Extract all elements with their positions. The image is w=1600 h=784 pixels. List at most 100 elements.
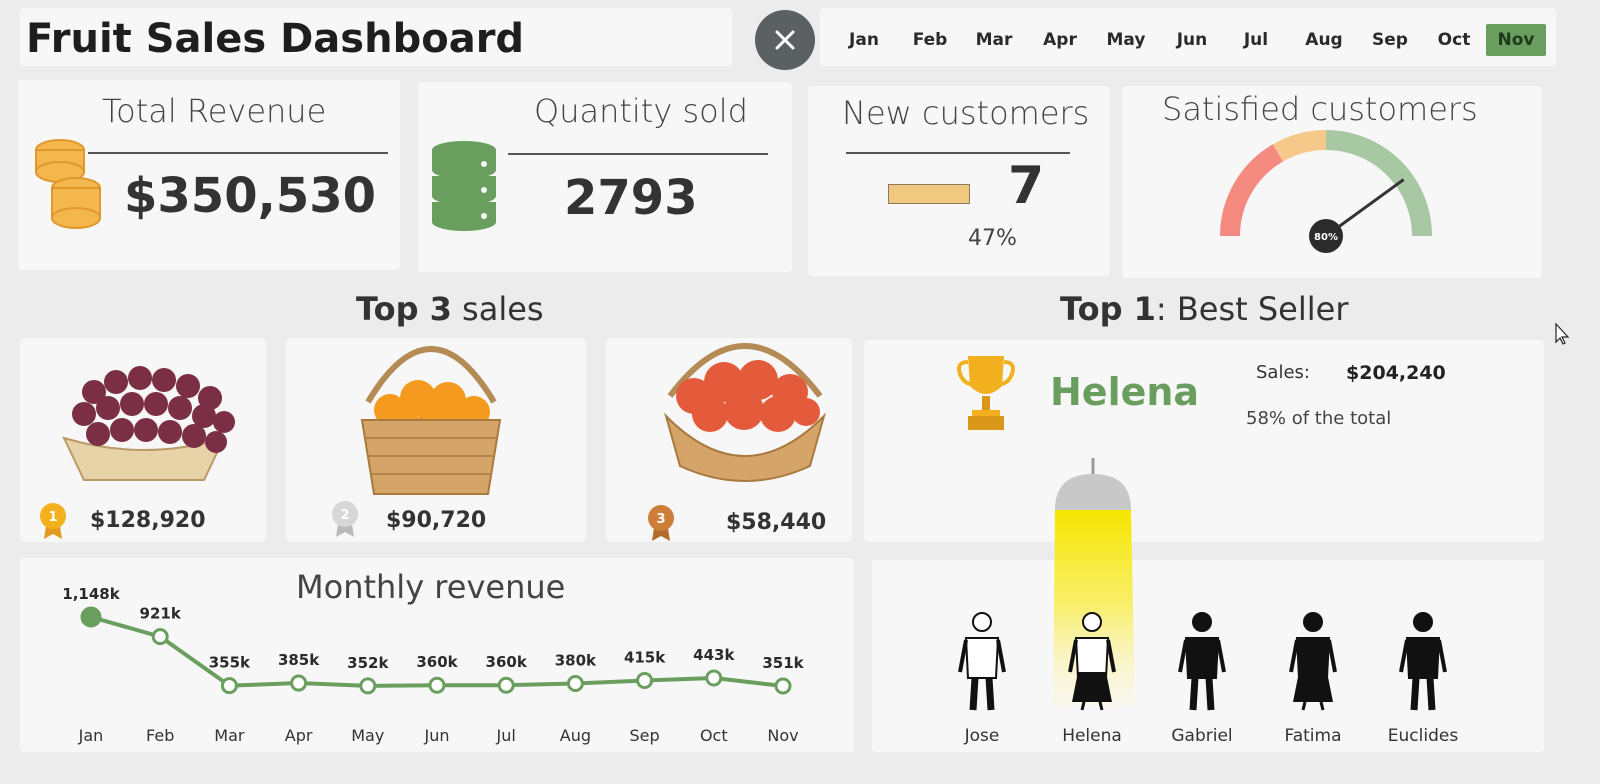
seller-name-euclides: Euclides [1387, 726, 1459, 746]
best-seller-share: 58% of the total [1246, 408, 1392, 429]
total-revenue-value: $350,530 [124, 168, 377, 224]
satisfied-customers-card: Satisfied customers 80% [1122, 86, 1542, 278]
revenue-point-sep [636, 671, 654, 689]
revenue-x-tick-jul: Jul [496, 726, 516, 745]
revenue-x-tick-oct: Oct [700, 726, 728, 745]
month-tab-nov[interactable]: Nov [1486, 24, 1546, 56]
gauge-value-label: 80% [1314, 232, 1338, 243]
month-tab-jun[interactable]: Jun [1176, 30, 1208, 50]
revenue-x-tick-jun: Jun [424, 726, 450, 745]
revenue-x-tick-apr: Apr [285, 726, 313, 745]
satisfied-customers-label: Satisfied customers [1162, 90, 1478, 128]
best-seller-sales-value: $204,240 [1346, 362, 1446, 384]
bronze-medal-icon: 3 [648, 505, 674, 541]
best-seller-title: Top 1: Best Seller [1060, 290, 1348, 328]
svg-text:2: 2 [340, 508, 349, 523]
best-seller-title-bold: Top 1 [1060, 290, 1156, 328]
silver-medal-icon: 2 [332, 501, 358, 537]
revenue-data-label-jan: 1,148k [62, 585, 120, 603]
database-icon [432, 141, 496, 231]
gauge-segment-high [1325, 130, 1432, 237]
month-tab-aug[interactable]: Aug [1305, 30, 1343, 50]
close-button[interactable] [755, 10, 815, 70]
month-tab-may[interactable]: May [1106, 30, 1146, 50]
month-filter-bar: Jan Feb Mar Apr May Jun Jul Aug Sep Oct Nov [820, 8, 1556, 66]
quantity-sold-label: Quantity sold [534, 92, 748, 130]
gold-medal-icon: 1 [40, 503, 66, 539]
revenue-x-tick-mar: Mar [214, 726, 245, 745]
sellers-figures [958, 612, 1447, 711]
revenue-data-label-mar: 355k [209, 654, 251, 672]
revenue-data-label-feb: 921k [140, 605, 182, 623]
seller-figure-fatima [1289, 612, 1337, 711]
revenue-point-aug [566, 674, 584, 692]
top3-card-3: 3 $58,440 [606, 338, 852, 542]
month-tab-jan[interactable]: Jan [849, 30, 879, 50]
month-tab-feb[interactable]: Feb [912, 30, 948, 50]
revenue-x-tick-feb: Feb [146, 726, 174, 745]
oranges-basket-image [360, 346, 502, 495]
seller-name-jose: Jose [964, 726, 1000, 746]
revenue-x-tick-sep: Sep [630, 726, 660, 745]
revenue-point-feb [151, 628, 169, 646]
header-title-card: Fruit Sales Dashboard [20, 8, 732, 66]
best-seller-sales-label: Sales: [1256, 362, 1310, 383]
top3-card-2: 2 $90,720 [286, 338, 586, 542]
top3-title: Top 3 sales [356, 290, 544, 328]
revenue-point-mar [220, 677, 238, 695]
best-seller-name: Helena [1050, 370, 1200, 414]
seller-figure-helena [1068, 612, 1116, 711]
seller-figure-euclides [1399, 612, 1447, 711]
seller-figure-gabriel [1178, 612, 1226, 711]
new-customers-label: New customers [842, 94, 1090, 132]
gauge-segment-low [1220, 144, 1284, 237]
seller-name-fatima: Fatima [1284, 726, 1342, 746]
revenue-x-tick-nov: Nov [767, 726, 798, 745]
best-seller-card: Helena Sales: $204,240 58% of the total [864, 340, 1544, 542]
mouse-cursor-icon [1555, 322, 1570, 345]
revenue-data-label-nov: 351k [762, 654, 804, 672]
monthly-revenue-title: Monthly revenue [296, 568, 566, 606]
quantity-sold-divider [508, 153, 768, 155]
revenue-data-label-jun: 360k [416, 653, 458, 671]
top3-value-1: $128,920 [90, 508, 206, 533]
new-customers-card: New customers 7 47% [808, 86, 1110, 276]
gauge-hub [1309, 219, 1343, 253]
satisfaction-gauge: 80% [1220, 130, 1432, 253]
revenue-x-tick-may: May [351, 726, 384, 745]
revenue-x-tick-jan: Jan [78, 726, 104, 745]
new-customers-value: 7 [1008, 156, 1045, 216]
monthly-revenue-card: Monthly revenue 1,148k Jan 921k Feb 355k Mar 3… [20, 558, 854, 752]
month-tab-apr[interactable]: Apr [1043, 30, 1077, 50]
quantity-sold-value: 2793 [564, 170, 698, 226]
top3-card-1: 1 $128,920 [20, 338, 266, 542]
svg-text:3: 3 [656, 512, 665, 527]
revenue-data-label-apr: 385k [278, 651, 320, 669]
trophy-icon [957, 356, 1015, 430]
revenue-data-label-jul: 360k [486, 653, 528, 671]
month-tab-jul[interactable]: Jul [1243, 30, 1269, 50]
revenue-point-jun [428, 676, 446, 694]
new-customers-divider [846, 152, 1070, 154]
revenue-point-nov [774, 677, 792, 695]
total-revenue-divider [88, 152, 388, 154]
seller-name-gabriel: Gabriel [1171, 726, 1233, 746]
revenue-data-label-sep: 415k [624, 648, 666, 666]
revenue-data-label-may: 352k [347, 654, 389, 672]
top3-title-bold: Top 3 [356, 290, 452, 328]
revenue-series-line [90, 615, 784, 688]
month-tab-mar[interactable]: Mar [975, 30, 1013, 50]
month-tab-sep[interactable]: Sep [1372, 30, 1408, 50]
revenue-data-label-oct: 443k [693, 646, 735, 664]
top3-value-3: $58,440 [726, 510, 827, 535]
close-icon [775, 30, 795, 50]
gauge-segment-mid [1273, 130, 1327, 162]
total-revenue-card: Total Revenue $350,530 [18, 80, 400, 270]
new-customers-percent: 47% [968, 226, 1017, 251]
revenue-point-apr [290, 674, 308, 692]
svg-text:1: 1 [48, 510, 57, 525]
peaches-basket-image [663, 343, 827, 482]
top3-value-2: $90,720 [386, 508, 487, 533]
total-revenue-label: Total Revenue [102, 92, 327, 130]
month-tab-oct[interactable]: Oct [1437, 30, 1471, 50]
